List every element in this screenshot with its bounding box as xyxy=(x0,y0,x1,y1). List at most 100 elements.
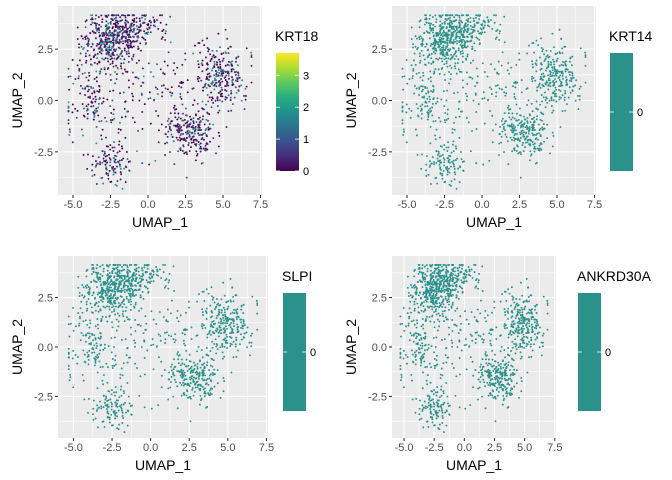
data-point xyxy=(484,351,487,353)
data-point xyxy=(69,373,72,376)
data-point xyxy=(199,389,202,392)
data-point xyxy=(514,129,517,132)
data-point xyxy=(518,122,521,125)
data-point xyxy=(429,14,432,17)
data-point xyxy=(443,148,446,151)
data-point xyxy=(447,29,450,32)
data-point xyxy=(212,296,215,299)
data-point xyxy=(220,53,223,56)
data-point xyxy=(545,67,548,70)
data-point xyxy=(522,150,525,153)
data-point xyxy=(132,45,135,48)
data-point xyxy=(571,77,573,80)
data-point xyxy=(118,423,121,426)
data-point xyxy=(535,70,538,73)
data-point xyxy=(99,278,102,281)
data-point xyxy=(177,138,179,141)
data-point xyxy=(220,320,222,323)
y-axis-title: UMAP_2 xyxy=(9,72,25,128)
data-point xyxy=(110,166,113,169)
data-point xyxy=(106,274,109,277)
data-point xyxy=(216,298,218,300)
data-point xyxy=(129,36,132,39)
data-point xyxy=(420,167,423,170)
data-point xyxy=(172,69,175,72)
data-point xyxy=(166,135,169,138)
data-point xyxy=(211,67,214,70)
data-point xyxy=(95,183,98,185)
data-point xyxy=(477,281,480,284)
data-point xyxy=(410,64,413,67)
data-point xyxy=(453,53,456,56)
data-point xyxy=(526,371,529,374)
data-point xyxy=(558,28,561,31)
data-point xyxy=(418,270,421,273)
data-point xyxy=(152,318,155,321)
data-point xyxy=(422,74,425,77)
data-point xyxy=(165,30,167,33)
data-point xyxy=(149,97,152,100)
data-point xyxy=(164,38,167,41)
data-point xyxy=(206,406,209,408)
data-point xyxy=(78,43,81,46)
data-point xyxy=(189,367,192,370)
data-point xyxy=(560,70,563,73)
data-point xyxy=(454,40,456,43)
data-point xyxy=(432,61,435,64)
data-point xyxy=(461,44,464,47)
data-point xyxy=(449,48,452,51)
data-point xyxy=(110,121,113,124)
data-point xyxy=(88,342,91,345)
data-point xyxy=(95,70,98,73)
data-point xyxy=(240,84,243,87)
data-point xyxy=(505,120,507,122)
data-point xyxy=(538,129,541,132)
data-point xyxy=(533,129,536,131)
data-point xyxy=(429,110,432,113)
data-point xyxy=(71,141,74,144)
data-point xyxy=(114,401,117,404)
data-point xyxy=(95,24,98,27)
data-point xyxy=(458,100,461,103)
data-point xyxy=(429,76,432,79)
data-point xyxy=(95,125,98,128)
data-point xyxy=(110,297,113,300)
data-point xyxy=(452,367,455,369)
data-point xyxy=(209,75,212,78)
data-point xyxy=(486,16,489,19)
data-point xyxy=(434,14,437,17)
data-point xyxy=(111,60,114,63)
data-point xyxy=(132,278,135,281)
data-point xyxy=(67,101,70,104)
data-point xyxy=(143,30,146,33)
data-point xyxy=(71,103,74,106)
data-point xyxy=(517,330,519,333)
data-point xyxy=(465,25,468,28)
data-point xyxy=(174,365,177,368)
data-point xyxy=(545,55,548,58)
data-point xyxy=(113,336,116,339)
data-point xyxy=(74,354,77,356)
data-point xyxy=(207,50,210,53)
data-point xyxy=(527,132,530,135)
data-point xyxy=(89,58,92,61)
data-point xyxy=(130,413,133,416)
data-point xyxy=(431,418,434,421)
data-point xyxy=(493,14,496,17)
data-point xyxy=(207,126,210,129)
data-point xyxy=(545,69,547,72)
data-point xyxy=(243,332,246,335)
data-point xyxy=(129,160,131,163)
data-point xyxy=(136,367,139,369)
data-point xyxy=(228,77,230,80)
data-point xyxy=(240,338,243,341)
data-point xyxy=(142,37,145,40)
data-point xyxy=(205,56,207,59)
data-point xyxy=(501,403,504,406)
data-point xyxy=(472,59,474,62)
data-point xyxy=(106,416,109,419)
data-point xyxy=(138,99,141,102)
data-point xyxy=(143,339,146,342)
data-point xyxy=(176,309,179,312)
data-point xyxy=(575,79,578,82)
